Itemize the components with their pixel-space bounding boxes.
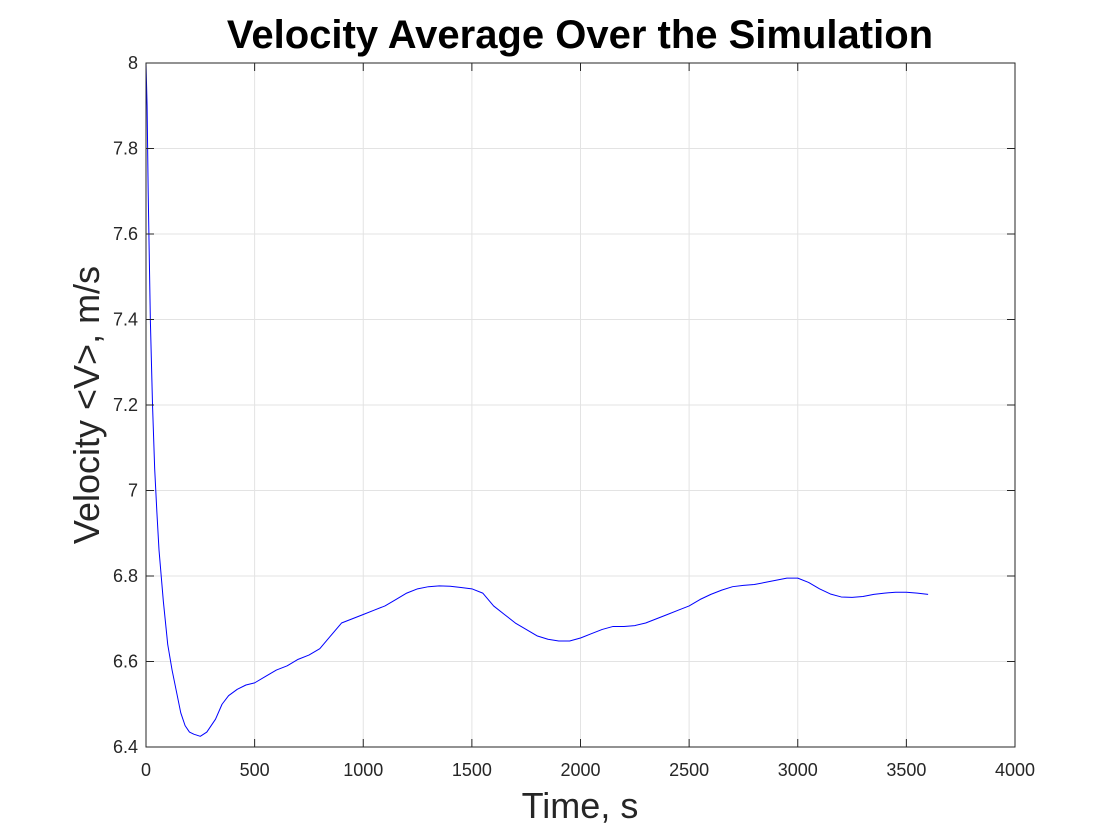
x-tick-label: 2500 [669,760,709,780]
x-tick-label: 3500 [886,760,926,780]
x-tick-label: 4000 [995,760,1035,780]
x-tick-label: 2000 [560,760,600,780]
gridlines [145,62,1016,748]
y-tick-label: 7.8 [113,139,138,159]
x-axis-ticks: 0 500 1000 1500 2000 2500 3000 3500 4000 [141,63,1035,780]
y-tick-label: 7.2 [113,395,138,415]
x-tick-label: 3000 [778,760,818,780]
x-tick-label: 1000 [343,760,383,780]
y-tick-label: 7.6 [113,224,138,244]
y-axis-label: Velocity <V>, m/s [66,266,107,544]
y-tick-label: 6.8 [113,566,138,586]
series-line-1 [145,62,929,737]
y-tick-label: 7 [128,481,138,501]
x-axis-label: Time, s [522,785,639,826]
x-tick-label: 1500 [452,760,492,780]
chart-title: Velocity Average Over the Simulation [227,13,933,57]
y-tick-label: 7.4 [113,310,138,330]
y-tick-label: 8 [128,53,138,73]
x-tick-label: 500 [240,760,270,780]
y-axis-ticks: 6.4 6.6 6.8 7 7.2 7.4 7.6 7.8 8 [113,53,1015,757]
series-layer [145,62,929,737]
y-tick-label: 6.6 [113,652,138,672]
y-tick-label: 6.4 [113,737,138,757]
x-tick-label: 0 [141,760,151,780]
